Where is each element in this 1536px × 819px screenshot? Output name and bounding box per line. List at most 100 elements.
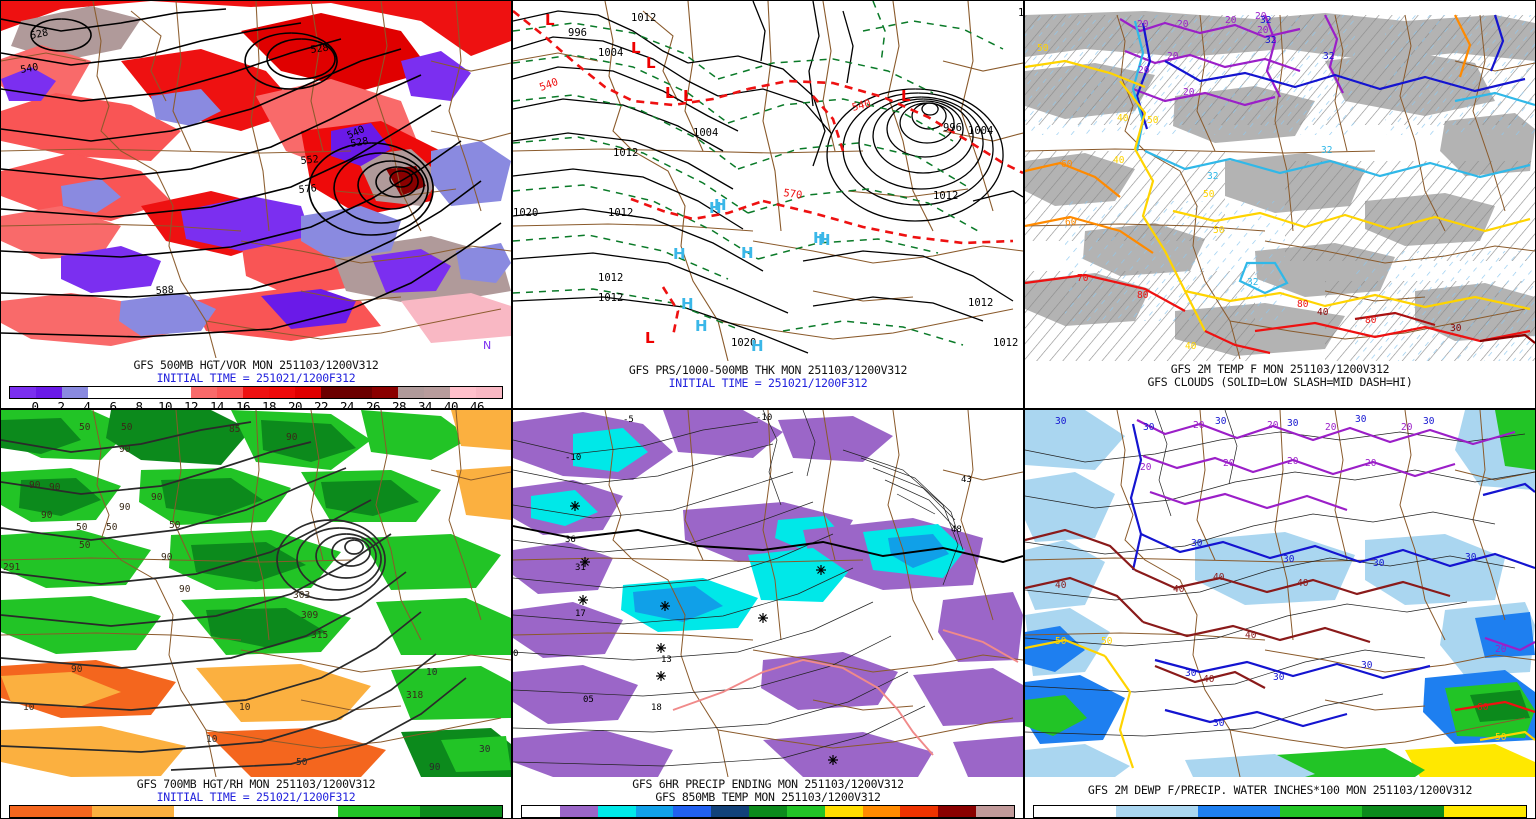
svg-text:18: 18 bbox=[651, 703, 662, 713]
svg-text:40: 40 bbox=[1297, 578, 1309, 589]
svg-text:13: 13 bbox=[661, 655, 672, 665]
panel-title-2: GFS PRS/1000-500MB THK MON 251103/1200V3… bbox=[628, 363, 908, 377]
colorbar-5[interactable]: 110255075100125150175200300400 bbox=[521, 805, 1015, 818]
svg-text:0: 0 bbox=[513, 649, 518, 659]
svg-text:32: 32 bbox=[1321, 145, 1332, 156]
colorbar-swatch bbox=[346, 387, 373, 398]
svg-text:1012: 1012 bbox=[598, 272, 623, 284]
svg-text:30: 30 bbox=[1361, 660, 1373, 671]
svg-text:60: 60 bbox=[1477, 702, 1489, 713]
svg-text:90: 90 bbox=[49, 482, 61, 493]
svg-text:90: 90 bbox=[41, 510, 53, 521]
colorbar-swatch bbox=[976, 806, 1014, 817]
panel-500mb-hgt-vor[interactable]: 528 540 528 528 540 552 576 588 N GFS 50… bbox=[0, 0, 512, 409]
panel-2m-dewp-precip-water[interactable]: 20 20 20 20 20 20 20 20 20 30 30 30 30 30 30 30… bbox=[1024, 409, 1536, 819]
high-center-symbol: H bbox=[741, 244, 754, 262]
map-700mb-hgt-rh: 291 303 309 315 318 50 50 85 90 90 90 90… bbox=[1, 410, 511, 777]
colorbar-tick-label: 34 bbox=[417, 399, 433, 409]
panel-6hr-precip-850mb-temp[interactable]: -10 -5 -10 36 31 17 0 12 05 19 19 13 18 … bbox=[512, 409, 1024, 819]
colorbar-swatch bbox=[786, 806, 825, 817]
svg-text:90: 90 bbox=[119, 444, 131, 455]
colorbar-swatch bbox=[217, 387, 244, 398]
svg-text:20: 20 bbox=[1325, 422, 1337, 433]
svg-text:1012: 1012 bbox=[608, 207, 633, 219]
colorbar-swatch bbox=[1034, 806, 1116, 817]
map-surface-pressure-thickness: 996 1012 1012 1004 1004 1012 1012 1012 1… bbox=[513, 1, 1023, 361]
colorbar-swatch bbox=[256, 806, 338, 817]
svg-text:50: 50 bbox=[1147, 115, 1159, 126]
colorbar-swatch bbox=[87, 387, 114, 398]
colorbar-swatch bbox=[398, 387, 425, 398]
colorbar-tick-label: 10 bbox=[157, 399, 173, 409]
svg-text:90: 90 bbox=[119, 502, 131, 513]
colorbar-tick-label: 26 bbox=[365, 399, 381, 409]
svg-text:40: 40 bbox=[1055, 580, 1067, 591]
panel-surface-pressure-thickness[interactable]: 996 1012 1012 1004 1004 1012 1012 1012 1… bbox=[512, 0, 1024, 409]
panel-700mb-hgt-rh[interactable]: 291 303 309 315 318 50 50 85 90 90 90 90… bbox=[0, 409, 512, 819]
svg-text:N: N bbox=[483, 339, 491, 352]
high-center-symbol: H bbox=[751, 337, 764, 355]
low-center-symbol: L bbox=[631, 39, 641, 57]
svg-text:40: 40 bbox=[1203, 674, 1215, 685]
svg-text:60: 60 bbox=[1061, 159, 1073, 170]
colorbar-tick-label: 8 bbox=[135, 399, 143, 409]
colorbar-swatch bbox=[1362, 806, 1444, 817]
colorbar-1[interactable]: 0 2 4 6 8 10 12 14 16 18 20 22 24 26 28 34 40 46 bbox=[9, 386, 503, 409]
svg-text:1020: 1020 bbox=[513, 207, 538, 219]
svg-text:50: 50 bbox=[1203, 189, 1215, 200]
colorbar-tick-label: 16 bbox=[235, 399, 251, 409]
svg-text:996: 996 bbox=[568, 27, 587, 39]
svg-text:20: 20 bbox=[1257, 25, 1269, 36]
svg-text:40: 40 bbox=[1117, 113, 1129, 124]
svg-text:30: 30 bbox=[1055, 416, 1067, 427]
svg-text:30: 30 bbox=[1185, 668, 1197, 679]
svg-text:30: 30 bbox=[1273, 672, 1285, 683]
svg-text:528: 528 bbox=[350, 136, 370, 150]
colorbar-swatch bbox=[938, 806, 977, 817]
colorbar-swatch bbox=[139, 387, 166, 398]
colorbar-swatch bbox=[191, 387, 218, 398]
colorbar-4[interactable]: 1030507090 bbox=[9, 805, 503, 818]
colorbar-swatch bbox=[113, 387, 140, 398]
panel-title-block-5: GFS 6HR PRECIP ENDING MON 251103/1200V31… bbox=[513, 778, 1023, 803]
svg-text:996: 996 bbox=[943, 122, 962, 134]
svg-text:50: 50 bbox=[76, 522, 88, 533]
panel-subtitle-2: INITIAL TIME = 251021/1200F312 bbox=[668, 375, 868, 390]
panel-2m-temp-clouds[interactable]: 20 20 20 20 20 20 20 20 32 32 32 32 32 32 50 bbox=[1024, 0, 1536, 409]
colorbar-swatch bbox=[673, 806, 712, 817]
map-6hr-precip-850mb-temp: -10 -5 -10 36 31 17 0 12 05 19 19 13 18 … bbox=[513, 410, 1023, 777]
colorbar-tick-label: 2 bbox=[57, 399, 65, 409]
svg-text:-10: -10 bbox=[565, 453, 581, 463]
svg-text:32: 32 bbox=[1323, 51, 1334, 62]
colorbar-tick-label: 6 bbox=[109, 399, 117, 409]
svg-text:90: 90 bbox=[179, 584, 191, 595]
svg-text:20: 20 bbox=[1177, 19, 1189, 30]
panel-title-block-4: GFS 700MB HGT/RH MON 251103/1200V312 INI… bbox=[1, 778, 511, 803]
map-2m-dewp-precip-water: 20 20 20 20 20 20 20 20 20 30 30 30 30 30 30 30… bbox=[1025, 410, 1535, 777]
colorbar-swatch bbox=[476, 387, 502, 398]
panel-subtitle-1: INITIAL TIME = 251021/1200F312 bbox=[156, 370, 356, 385]
colorbar-tick-label: 0 bbox=[31, 399, 39, 409]
svg-text:30: 30 bbox=[1423, 416, 1435, 427]
svg-text:20: 20 bbox=[1225, 15, 1237, 26]
svg-text:20: 20 bbox=[1287, 456, 1299, 467]
colorbar-swatch bbox=[862, 806, 901, 817]
svg-text:10: 10 bbox=[23, 702, 35, 713]
low-center-symbol: L bbox=[545, 11, 555, 29]
svg-text:30: 30 bbox=[479, 744, 491, 755]
svg-text:20: 20 bbox=[1138, 65, 1150, 76]
colorbar-swatch bbox=[597, 806, 636, 817]
colorbar-6[interactable]: 5090125175200 bbox=[1033, 805, 1527, 818]
svg-text:1012: 1012 bbox=[631, 12, 656, 24]
svg-text:30: 30 bbox=[1355, 414, 1367, 425]
low-center-symbol: L bbox=[646, 54, 656, 72]
svg-text:-10: -10 bbox=[756, 413, 772, 423]
svg-text:50: 50 bbox=[121, 422, 133, 433]
high-center-symbol: H bbox=[673, 245, 686, 263]
colorbar-swatch bbox=[10, 387, 36, 398]
high-center-symbol: H bbox=[695, 317, 708, 335]
map-2m-temp-clouds: 20 20 20 20 20 20 20 20 32 32 32 32 32 32 50 bbox=[1025, 1, 1535, 361]
colorbar-swatch bbox=[420, 806, 502, 817]
svg-text:50: 50 bbox=[1037, 43, 1049, 54]
high-center-symbol: H bbox=[813, 229, 826, 247]
